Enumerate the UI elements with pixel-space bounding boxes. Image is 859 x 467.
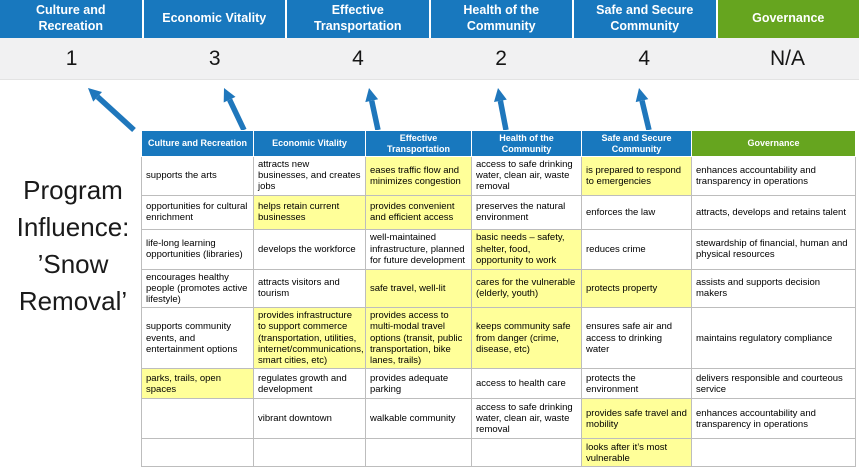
matrix-cell-r1-c3: eases traffic flow and minimizes congest… xyxy=(366,157,472,196)
matrix-cell-r3-c3: well-maintained infrastructure, planned … xyxy=(366,229,472,269)
pillar-score-3: 4 xyxy=(286,38,429,79)
matrix-cell-r4-c4: cares for the vulnerable (elderly, youth… xyxy=(472,269,582,308)
matrix-header-5: Safe and Secure Community xyxy=(582,131,692,157)
matrix-cell-r5-c5: ensures safe air and access to drinking … xyxy=(582,308,692,369)
pillar-header-5: Safe and Secure Community xyxy=(574,0,718,38)
program-title: Program Influence: ’Snow Removal’ xyxy=(3,172,143,320)
matrix-cell-r8-c1 xyxy=(142,439,254,467)
matrix-cell-r7-c2: vibrant downtown xyxy=(254,399,366,439)
matrix-cell-r1-c5: is prepared to respond to emergencies xyxy=(582,157,692,196)
matrix-cell-r6-c4: access to health care xyxy=(472,369,582,399)
matrix-cell-r8-c5: looks after it’s most vulnerable xyxy=(582,439,692,467)
matrix-cell-r2-c3: provides convenient and efficient access xyxy=(366,195,472,229)
matrix-cell-r8-c2 xyxy=(254,439,366,467)
matrix-cell-r1-c6: enhances accountability and transparency… xyxy=(692,157,856,196)
matrix-cell-r7-c6: enhances accountability and transparency… xyxy=(692,399,856,439)
matrix-cell-r8-c6 xyxy=(692,439,856,467)
pillar-header-6: Governance xyxy=(718,0,859,38)
matrix-row-4: encourages healthy people (promotes acti… xyxy=(142,269,856,308)
matrix-cell-r7-c3: walkable community xyxy=(366,399,472,439)
matrix-cell-r2-c5: enforces the law xyxy=(582,195,692,229)
matrix-cell-r1-c1: supports the arts xyxy=(142,157,254,196)
influence-arrows xyxy=(0,80,859,134)
matrix-cell-r3-c1: life-long learning opportunities (librar… xyxy=(142,229,254,269)
pillar-header-2: Economic Vitality xyxy=(144,0,288,38)
matrix-cell-r4-c5: protects property xyxy=(582,269,692,308)
pillar-header-4: Health of the Community xyxy=(431,0,575,38)
matrix-cell-r8-c4 xyxy=(472,439,582,467)
matrix-cell-r5-c1: supports community events, and entertain… xyxy=(142,308,254,369)
matrix-row-8: looks after it’s most vulnerable xyxy=(142,439,856,467)
influence-arrow-2 xyxy=(224,88,244,130)
matrix-header-6: Governance xyxy=(692,131,856,157)
matrix-cell-r3-c4: basic needs – safety, shelter, food, opp… xyxy=(472,229,582,269)
pillar-score-5: 4 xyxy=(573,38,716,79)
influence-arrow-5 xyxy=(636,88,649,130)
pillar-score-4: 2 xyxy=(430,38,573,79)
matrix-cell-r3-c5: reduces crime xyxy=(582,229,692,269)
matrix-header-1: Culture and Recreation xyxy=(142,131,254,157)
pillar-score-6: N/A xyxy=(716,38,859,79)
matrix-row-3: life-long learning opportunities (librar… xyxy=(142,229,856,269)
matrix-cell-r3-c6: stewardship of financial, human and phys… xyxy=(692,229,856,269)
matrix-cell-r7-c5: provides safe travel and mobility xyxy=(582,399,692,439)
matrix-cell-r3-c2: develops the workforce xyxy=(254,229,366,269)
matrix-cell-r5-c6: maintains regulatory compliance xyxy=(692,308,856,369)
pillar-score-2: 3 xyxy=(143,38,286,79)
matrix-row-5: supports community events, and entertain… xyxy=(142,308,856,369)
matrix-cell-r2-c4: preserves the natural environment xyxy=(472,195,582,229)
matrix-cell-r7-c4: access to safe drinking water, clean air… xyxy=(472,399,582,439)
matrix-cell-r6-c6: delivers responsible and courteous servi… xyxy=(692,369,856,399)
matrix-cell-r5-c2: provides infrastructure to support comme… xyxy=(254,308,366,369)
matrix-cell-r6-c3: provides adequate parking xyxy=(366,369,472,399)
matrix-cell-r6-c1: parks, trails, open spaces xyxy=(142,369,254,399)
pillar-score-1: 1 xyxy=(0,38,143,79)
matrix-cell-r5-c3: provides access to multi-modal travel op… xyxy=(366,308,472,369)
pillar-header-3: Effective Transportation xyxy=(287,0,431,38)
matrix-cell-r4-c2: attracts visitors and tourism xyxy=(254,269,366,308)
matrix-cell-r1-c4: access to safe drinking water, clean air… xyxy=(472,157,582,196)
pillar-header-1: Culture and Recreation xyxy=(0,0,144,38)
influence-arrow-4 xyxy=(494,88,507,130)
matrix-cell-r2-c6: attracts, develops and retains talent xyxy=(692,195,856,229)
matrix-cell-r4-c1: encourages healthy people (promotes acti… xyxy=(142,269,254,308)
matrix-cell-r2-c1: opportunities for cultural enrichment xyxy=(142,195,254,229)
matrix-cell-r5-c4: keeps community safe from danger (crime,… xyxy=(472,308,582,369)
influence-arrow-3 xyxy=(365,88,378,130)
influence-arrow-1 xyxy=(88,88,134,130)
matrix-header-2: Economic Vitality xyxy=(254,131,366,157)
matrix-cell-r4-c6: assists and supports decision makers xyxy=(692,269,856,308)
matrix-cell-r6-c2: regulates growth and development xyxy=(254,369,366,399)
matrix-header-3: Effective Transportation xyxy=(366,131,472,157)
matrix-header-4: Health of the Community xyxy=(472,131,582,157)
matrix-cell-r4-c3: safe travel, well-lit xyxy=(366,269,472,308)
matrix-cell-r7-c1 xyxy=(142,399,254,439)
matrix-cell-r1-c2: attracts new businesses, and creates job… xyxy=(254,157,366,196)
matrix-cell-r2-c2: helps retain current businesses xyxy=(254,195,366,229)
matrix-cell-r8-c3 xyxy=(366,439,472,467)
matrix-cell-r6-c5: protects the environment xyxy=(582,369,692,399)
